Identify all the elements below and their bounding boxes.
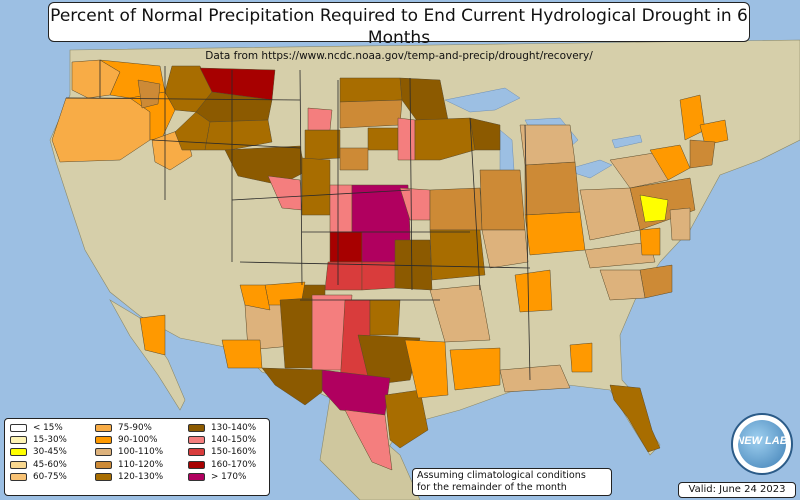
valid-date: Valid: June 24 2023 — [678, 482, 796, 498]
legend-label: 130-140% — [211, 423, 257, 434]
legend-swatch — [95, 448, 112, 457]
legend-label: 160-170% — [211, 459, 257, 470]
legend-swatch — [10, 472, 27, 481]
legend-swatch — [188, 436, 205, 445]
legend-item: 150-160% — [188, 446, 256, 458]
legend-item: 30-45% — [10, 446, 67, 458]
legend-column-3: 130-140% 140-150% 150-160% 160-170% > 17… — [188, 422, 256, 483]
legend-item: 45-60% — [10, 459, 67, 471]
legend-column-1: < 15% 15-30% 30-45% 45-60% 60-75% — [10, 422, 67, 483]
legend-swatch — [10, 448, 27, 457]
legend-item: 90-100% — [95, 434, 163, 446]
state-borders — [65, 60, 531, 381]
legend-label: < 15% — [33, 423, 63, 434]
legend-swatch — [188, 424, 205, 433]
legend-label: 75-90% — [118, 423, 152, 434]
legend-label: 15-30% — [33, 435, 67, 446]
legend-column-2: 75-90% 90-100% 100-110% 110-120% 120-130… — [95, 422, 163, 483]
legend-item: 160-170% — [188, 459, 256, 471]
legend-label: 60-75% — [33, 471, 67, 482]
legend-item: 110-120% — [95, 459, 163, 471]
legend-swatch — [10, 424, 27, 433]
assumption-note: Assuming climatological conditions for t… — [412, 468, 612, 496]
legend-swatch — [188, 448, 205, 457]
legend-swatch — [95, 460, 112, 469]
legend-item: 140-150% — [188, 434, 256, 446]
map-subtitle: Data from https://www.ncdc.noaa.gov/temp… — [205, 50, 593, 62]
legend-item: 130-140% — [188, 422, 256, 434]
note-line-1: Assuming climatological conditions — [417, 470, 586, 481]
legend-item: 60-75% — [10, 471, 67, 483]
title-box: Percent of Normal Precipitation Required… — [48, 2, 750, 62]
legend-label: 30-45% — [33, 447, 67, 458]
note-line-2: for the remainder of the month — [417, 482, 567, 493]
legend-item: 75-90% — [95, 422, 163, 434]
legend-swatch — [95, 436, 112, 445]
logo-text: NEW LAB — [736, 435, 788, 447]
lab-logo: NEW LAB — [731, 413, 793, 475]
precip-regions — [51, 59, 729, 471]
legend-label: 120-130% — [118, 471, 164, 482]
legend: < 15% 15-30% 30-45% 45-60% 60-75% 75-90%… — [4, 418, 270, 496]
legend-swatch — [95, 472, 112, 481]
legend-item: 120-130% — [95, 471, 163, 483]
legend-label: 100-110% — [118, 447, 164, 458]
map-title: Percent of Normal Precipitation Required… — [50, 6, 748, 48]
legend-label: > 170% — [211, 471, 247, 482]
legend-label: 150-160% — [211, 447, 257, 458]
legend-item: > 170% — [188, 471, 256, 483]
legend-swatch — [188, 472, 205, 481]
legend-label: 110-120% — [118, 459, 164, 470]
legend-label: 140-150% — [211, 435, 257, 446]
legend-item: < 15% — [10, 422, 67, 434]
legend-swatch — [10, 436, 27, 445]
legend-label: 45-60% — [33, 459, 67, 470]
legend-item: 100-110% — [95, 446, 163, 458]
legend-item: 15-30% — [10, 434, 67, 446]
legend-swatch — [10, 460, 27, 469]
legend-label: 90-100% — [118, 435, 158, 446]
legend-swatch — [188, 460, 205, 469]
globe-icon — [738, 420, 786, 468]
legend-swatch — [95, 424, 112, 433]
